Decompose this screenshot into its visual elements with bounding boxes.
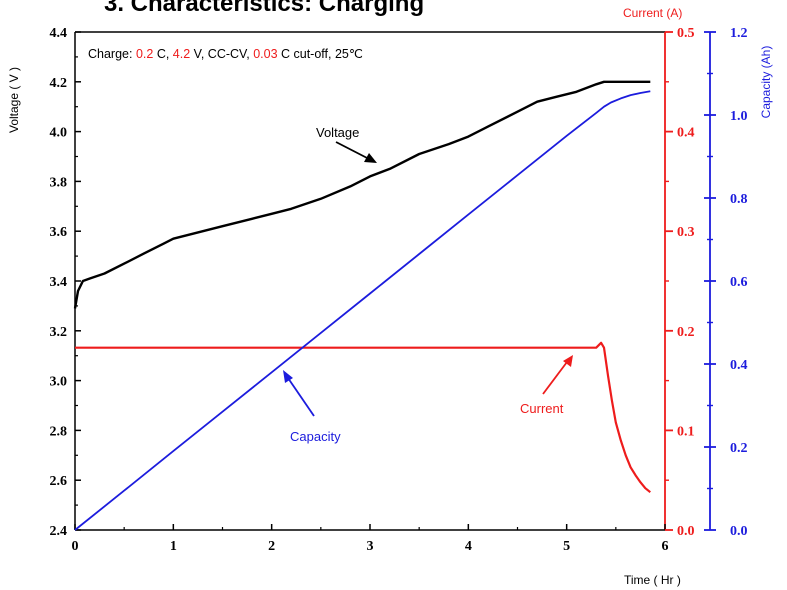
y-left-tick-label: 4.2	[50, 76, 68, 91]
y-axis-label-current: Current (A)	[623, 6, 682, 20]
x-tick-label: 4	[465, 539, 472, 554]
annotation-current: Current	[520, 355, 573, 416]
note-suffix: C cut-off, 25℃	[278, 47, 363, 61]
annotation-current-label: Current	[520, 401, 564, 416]
current-tick-label: 0.4	[677, 126, 695, 141]
note-cutoff: 0.03	[253, 47, 277, 61]
note-prefix: Charge:	[88, 47, 136, 61]
capacity-tick-label: 1.0	[730, 109, 748, 124]
capacity-tick-label: 0.4	[730, 358, 748, 373]
x-tick-label: 3	[367, 539, 374, 554]
y-left-tick-label: 3.4	[50, 275, 68, 290]
x-tick-label: 6	[662, 539, 669, 554]
x-tick-label: 2	[268, 539, 275, 554]
ticks-layer: 0 1 2 3 4 5 6 2.4 2.6 2.8 3.0 3.2 3.4 3.6 3.8 4.0 4.2 4.4…	[50, 26, 748, 554]
capacity-tick-label: 0.0	[730, 524, 748, 539]
current-tick-label: 0.0	[677, 524, 695, 539]
annotation-voltage-label: Voltage	[316, 125, 359, 140]
y-left-tick-label: 3.6	[50, 225, 68, 240]
series-line-capacity	[74, 90, 651, 531]
series-layer	[73, 80, 651, 531]
capacity-tick-label: 0.8	[730, 192, 748, 207]
series-line-voltage	[73, 80, 651, 309]
capacity-tick-label: 0.6	[730, 275, 748, 290]
current-tick-label: 0.1	[677, 424, 695, 439]
annotation-capacity: Capacity	[283, 370, 341, 444]
y-axis-label-capacity: Capacity (Ah)	[759, 46, 773, 119]
annotation-capacity-arrowhead	[283, 370, 293, 383]
annotation-current-arrow-shaft	[542, 361, 568, 395]
note-c-rate: 0.2	[136, 47, 153, 61]
capacity-tick-label: 1.2	[730, 26, 748, 41]
note-c-unit: C,	[153, 47, 172, 61]
x-tick-label: 5	[563, 539, 570, 554]
y-left-tick-label: 2.6	[50, 474, 68, 489]
current-tick-label: 0.5	[677, 26, 695, 41]
annotation-voltage: Voltage	[316, 125, 377, 163]
y-left-tick-label: 3.2	[50, 325, 68, 340]
y-left-tick-label: 4.4	[50, 26, 68, 41]
y-axis-label-voltage: Voltage ( V )	[7, 67, 21, 133]
series-line-current	[75, 341, 651, 494]
note-voltage: 4.2	[173, 47, 190, 61]
x-tick-label: 0	[72, 539, 79, 554]
y-left-tick-label: 2.8	[50, 424, 68, 439]
x-axis-label: Time ( Hr )	[624, 573, 681, 587]
annotation-capacity-arrow-shaft	[287, 377, 315, 417]
annotation-voltage-arrowhead	[364, 153, 377, 163]
y-left-tick-label: 2.4	[50, 524, 68, 539]
annotation-voltage-arrow-shaft	[335, 141, 372, 161]
plot-frame	[74, 31, 711, 531]
y-left-tick-label: 4.0	[50, 126, 68, 141]
capacity-tick-label: 0.2	[730, 441, 748, 456]
note-v-unit: V, CC-CV,	[190, 47, 253, 61]
annotation-current-arrowhead	[563, 355, 573, 367]
x-tick-label: 1	[170, 539, 177, 554]
y-left-tick-label: 3.0	[50, 375, 68, 390]
y-left-tick-label: 3.8	[50, 175, 68, 190]
current-tick-label: 0.3	[677, 225, 695, 240]
annotation-capacity-label: Capacity	[290, 429, 341, 444]
current-tick-label: 0.2	[677, 325, 695, 340]
charge-condition-note: Charge: 0.2 C, 4.2 V, CC-CV, 0.03 C cut-…	[88, 47, 363, 61]
chart-title: 3. Characteristics: Charging	[104, 0, 424, 17]
